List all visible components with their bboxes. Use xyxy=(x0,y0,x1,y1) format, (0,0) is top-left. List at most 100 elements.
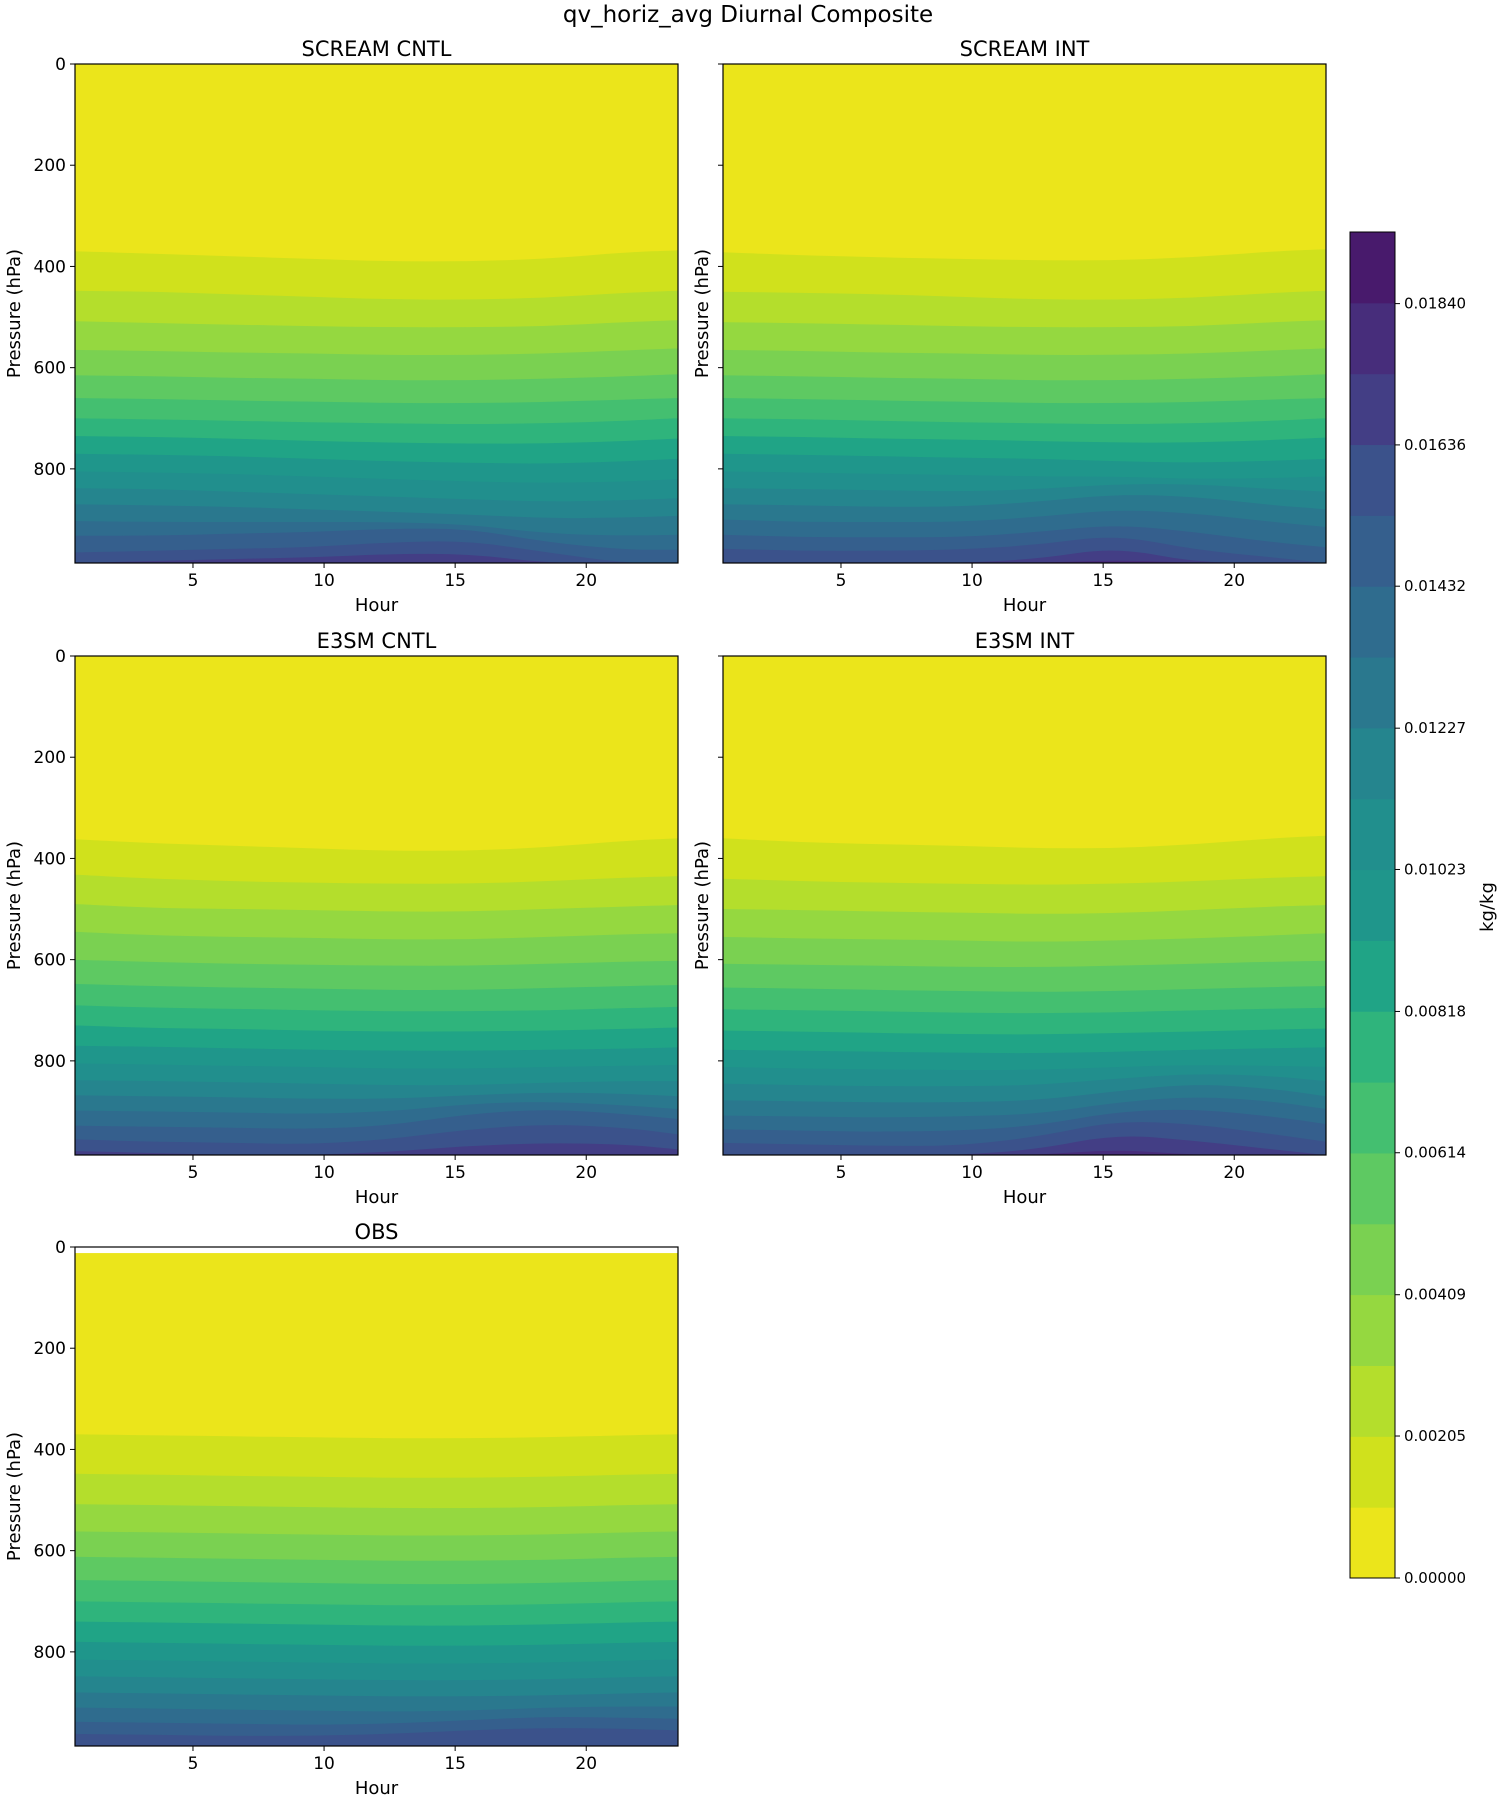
contour-band xyxy=(75,1143,678,1155)
colorbar-swatch xyxy=(1350,869,1395,941)
figure-title: qv_horiz_avg Diurnal Composite xyxy=(563,2,933,28)
contour-band xyxy=(723,550,1326,563)
panel-scream-int: SCREAM INT 5 10 15 20 Hour Pressure (hPa) xyxy=(692,37,1327,616)
contour-band xyxy=(75,553,678,563)
colorbar-swatch xyxy=(1350,1152,1395,1225)
colorbar-tick-label: 0.00409 xyxy=(1404,1286,1466,1304)
y-tick-label: 600 xyxy=(34,359,66,379)
contour-field xyxy=(75,1253,678,1746)
contour-band xyxy=(723,1150,1326,1155)
x-tick-label: 15 xyxy=(1092,1163,1114,1183)
y-tick-label: 200 xyxy=(34,748,66,768)
axes-frame xyxy=(722,63,1327,564)
panel-scream-cntl: SCREAM CNTL 5 10 15 20 Hour 0 200 400 600 800 Press… xyxy=(4,37,679,616)
contour-field xyxy=(75,656,678,1155)
y-axis-label: Pressure (hPa) xyxy=(692,249,713,378)
colorbar-swatch xyxy=(1350,1223,1395,1296)
panel-e3sm-int: E3SM INT 5 10 15 20 Hour Pressure (hPa) xyxy=(692,629,1327,1208)
colorbar-swatch xyxy=(1350,444,1395,516)
y-tick-label: 400 xyxy=(34,849,66,869)
panel-title: SCREAM CNTL xyxy=(302,37,452,61)
axes-frame xyxy=(74,63,679,564)
x-tick-label: 20 xyxy=(1223,571,1245,591)
colorbar-label: kg/kg xyxy=(1477,882,1498,932)
y-axis-label: Pressure (hPa) xyxy=(692,841,713,970)
y-tick-label: 200 xyxy=(34,1339,66,1359)
panel-title: OBS xyxy=(355,1220,399,1244)
panels: SCREAM CNTL 5 10 15 20 Hour 0 200 400 600 800 Press… xyxy=(4,37,1327,1799)
y-tick-label: 800 xyxy=(34,460,66,480)
x-axis-label: Hour xyxy=(355,1778,399,1799)
colorbar-swatch xyxy=(1350,232,1395,304)
x-tick-label: 10 xyxy=(313,1754,335,1774)
panel-title: E3SM CNTL xyxy=(317,629,437,653)
contour-band xyxy=(723,537,1326,563)
x-axis-label: Hour xyxy=(355,595,399,616)
colorbar-swatch xyxy=(1350,1436,1395,1508)
x-axis-label: Hour xyxy=(1003,1187,1047,1208)
colorbar-tick-label: 0.00818 xyxy=(1404,1002,1466,1020)
colorbar-swatch xyxy=(1350,1011,1395,1083)
contour-field xyxy=(723,64,1326,563)
y-axis-label: Pressure (hPa) xyxy=(4,249,25,378)
colorbar-swatch xyxy=(1350,1294,1395,1366)
x-tick-label: 15 xyxy=(444,1163,466,1183)
colorbar-tick-label: 0.01636 xyxy=(1404,436,1466,454)
x-tick-label: 5 xyxy=(836,1163,847,1183)
contour-band xyxy=(75,1728,678,1746)
colorbar-swatch xyxy=(1350,515,1395,587)
colorbar: kg/kg 0.00000 0.00205 0.00409 0.00614 0.0081… xyxy=(1349,231,1498,1587)
x-tick-label: 20 xyxy=(575,1163,597,1183)
colorbar-swatch xyxy=(1350,586,1395,658)
contour-field xyxy=(75,64,678,563)
panel-title: SCREAM INT xyxy=(960,37,1090,61)
x-tick-label: 10 xyxy=(313,571,335,591)
y-axis-label: Pressure (hPa) xyxy=(4,841,25,970)
colorbar-swatch xyxy=(1350,1507,1395,1579)
x-tick-label: 15 xyxy=(444,571,466,591)
colorbar-tick-label: 0.01432 xyxy=(1404,577,1466,595)
colorbar-swatch xyxy=(1350,1365,1395,1437)
x-axis-label: Hour xyxy=(1003,595,1047,616)
x-tick-label: 20 xyxy=(1223,1163,1245,1183)
colorbar-swatch xyxy=(1350,657,1395,729)
colorbar-tick-label: 0.00614 xyxy=(1404,1144,1466,1162)
axes-frame xyxy=(74,1246,679,1747)
colorbar-swatch xyxy=(1350,940,1395,1012)
y-tick-label: 600 xyxy=(34,1542,66,1562)
contour-band xyxy=(723,1136,1326,1155)
colorbar-frame xyxy=(1349,231,1396,1579)
panel-title: E3SM INT xyxy=(975,629,1075,653)
y-tick-label: 800 xyxy=(34,1052,66,1072)
colorbar-tick-label: 0.00205 xyxy=(1404,1427,1466,1445)
y-tick-label: 600 xyxy=(34,951,66,971)
x-tick-label: 15 xyxy=(444,1754,466,1774)
y-axis-label: Pressure (hPa) xyxy=(4,1432,25,1561)
axes-frame xyxy=(722,655,1327,1156)
x-tick-label: 20 xyxy=(575,571,597,591)
colorbar-swatch xyxy=(1350,302,1395,375)
x-tick-label: 20 xyxy=(575,1754,597,1774)
colorbar-tick-label: 0.00000 xyxy=(1404,1569,1466,1587)
x-tick-label: 5 xyxy=(836,571,847,591)
x-tick-label: 10 xyxy=(313,1163,335,1183)
y-tick-label: 800 xyxy=(34,1643,66,1663)
colorbar-swatch xyxy=(1350,727,1395,800)
colorbar-swatch xyxy=(1350,1082,1395,1154)
colorbar-tick-label: 0.01227 xyxy=(1404,719,1466,737)
contour-field xyxy=(723,656,1326,1155)
x-tick-label: 5 xyxy=(188,1754,199,1774)
colorbar-swatch xyxy=(1350,798,1395,871)
y-tick-label: 0 xyxy=(55,1238,66,1258)
colorbar-tick-label: 0.01023 xyxy=(1404,860,1466,878)
x-tick-label: 5 xyxy=(188,571,199,591)
axes-frame xyxy=(74,655,679,1156)
x-tick-label: 10 xyxy=(961,571,983,591)
colorbar-swatch xyxy=(1350,373,1395,446)
y-tick-label: 200 xyxy=(34,156,66,176)
x-axis-label: Hour xyxy=(355,1187,399,1208)
panel-e3sm-cntl: E3SM CNTL 5 10 15 20 Hour 0 200 400 600 800 Pressur… xyxy=(4,629,679,1208)
x-tick-label: 10 xyxy=(961,1163,983,1183)
x-tick-label: 5 xyxy=(188,1163,199,1183)
